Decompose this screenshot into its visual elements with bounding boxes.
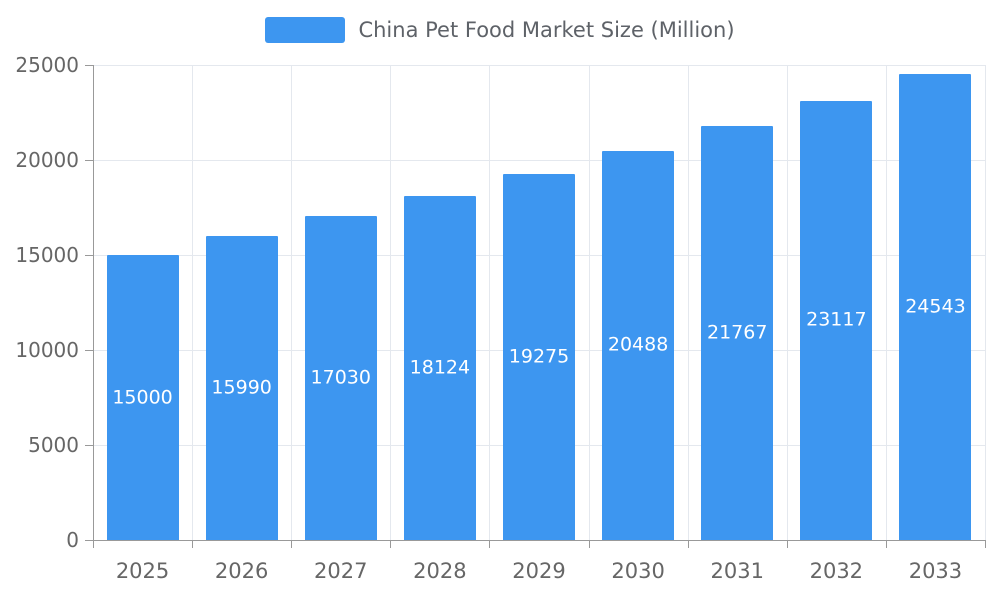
x-axis-tick-label: 2027 (314, 559, 368, 583)
x-tick-mark (985, 540, 986, 548)
x-tick-mark (390, 540, 392, 548)
y-axis-tick-label: 0 (66, 528, 79, 552)
y-tick-mark (85, 350, 93, 351)
x-axis-tick-label: 2032 (809, 559, 864, 583)
h-gridline (93, 65, 985, 66)
h-gridline (93, 160, 985, 161)
v-gridline (291, 65, 293, 540)
bar[interactable] (899, 73, 972, 540)
bar-value-label: 19275 (508, 345, 570, 368)
bar-value-label: 18124 (409, 356, 471, 379)
x-tick-mark (588, 540, 590, 548)
x-axis-tick-label: 2028 (413, 559, 467, 583)
bar-value-label: 15000 (112, 386, 173, 408)
bar[interactable] (304, 216, 377, 540)
x-axis-tick-label: 2026 (214, 559, 269, 583)
y-tick-mark (85, 445, 93, 446)
y-tick-mark (85, 65, 93, 66)
y-tick-mark (85, 255, 93, 256)
v-gridline (489, 65, 491, 540)
v-gridline (687, 65, 689, 540)
v-gridline (786, 65, 788, 540)
bar[interactable] (106, 255, 179, 540)
v-gridline (985, 65, 986, 540)
v-gridline (885, 65, 887, 540)
y-axis-line (93, 65, 94, 540)
x-axis-tick-label: 2031 (710, 559, 764, 583)
x-axis-tick-label: 2029 (512, 559, 566, 583)
x-axis-tick-label: 2033 (908, 559, 963, 583)
bar[interactable] (403, 195, 476, 540)
bar-value-label: 17030 (310, 366, 371, 389)
v-gridline (390, 65, 392, 540)
bar[interactable] (503, 173, 575, 540)
x-axis-tick-label: 2025 (115, 559, 170, 583)
bar[interactable] (602, 150, 675, 540)
y-axis-tick-label: 5000 (28, 433, 79, 457)
y-axis-tick-label: 25000 (15, 53, 79, 77)
v-gridline (588, 65, 590, 540)
y-axis-tick-label: 15000 (15, 243, 79, 267)
x-tick-mark (885, 540, 887, 548)
y-tick-mark (85, 160, 93, 161)
x-tick-mark (786, 540, 788, 548)
x-tick-mark (291, 540, 293, 548)
bar-value-label: 23117 (806, 308, 867, 331)
legend-label: China Pet Food Market Size (Million) (358, 17, 735, 42)
x-tick-mark (687, 540, 689, 548)
x-axis-line (85, 540, 985, 541)
v-gridline (192, 65, 194, 540)
x-axis-tick-label: 2030 (611, 559, 665, 583)
legend-swatch-icon (265, 17, 346, 43)
bar-value-label: 15990 (211, 376, 272, 399)
bar-value-label: 20488 (607, 333, 669, 356)
y-axis-tick-label: 20000 (15, 148, 79, 172)
bar[interactable] (205, 236, 278, 540)
bar[interactable] (800, 100, 873, 540)
x-tick-mark (192, 540, 194, 548)
y-axis-tick-label: 10000 (15, 338, 79, 362)
bar-value-label: 24543 (905, 295, 966, 318)
x-tick-mark (93, 540, 94, 548)
bar-value-label: 21767 (706, 321, 768, 344)
legend-item[interactable]: China Pet Food Market Size (Million) (0, 17, 1000, 43)
x-tick-mark (489, 540, 491, 548)
bar[interactable] (701, 126, 774, 540)
